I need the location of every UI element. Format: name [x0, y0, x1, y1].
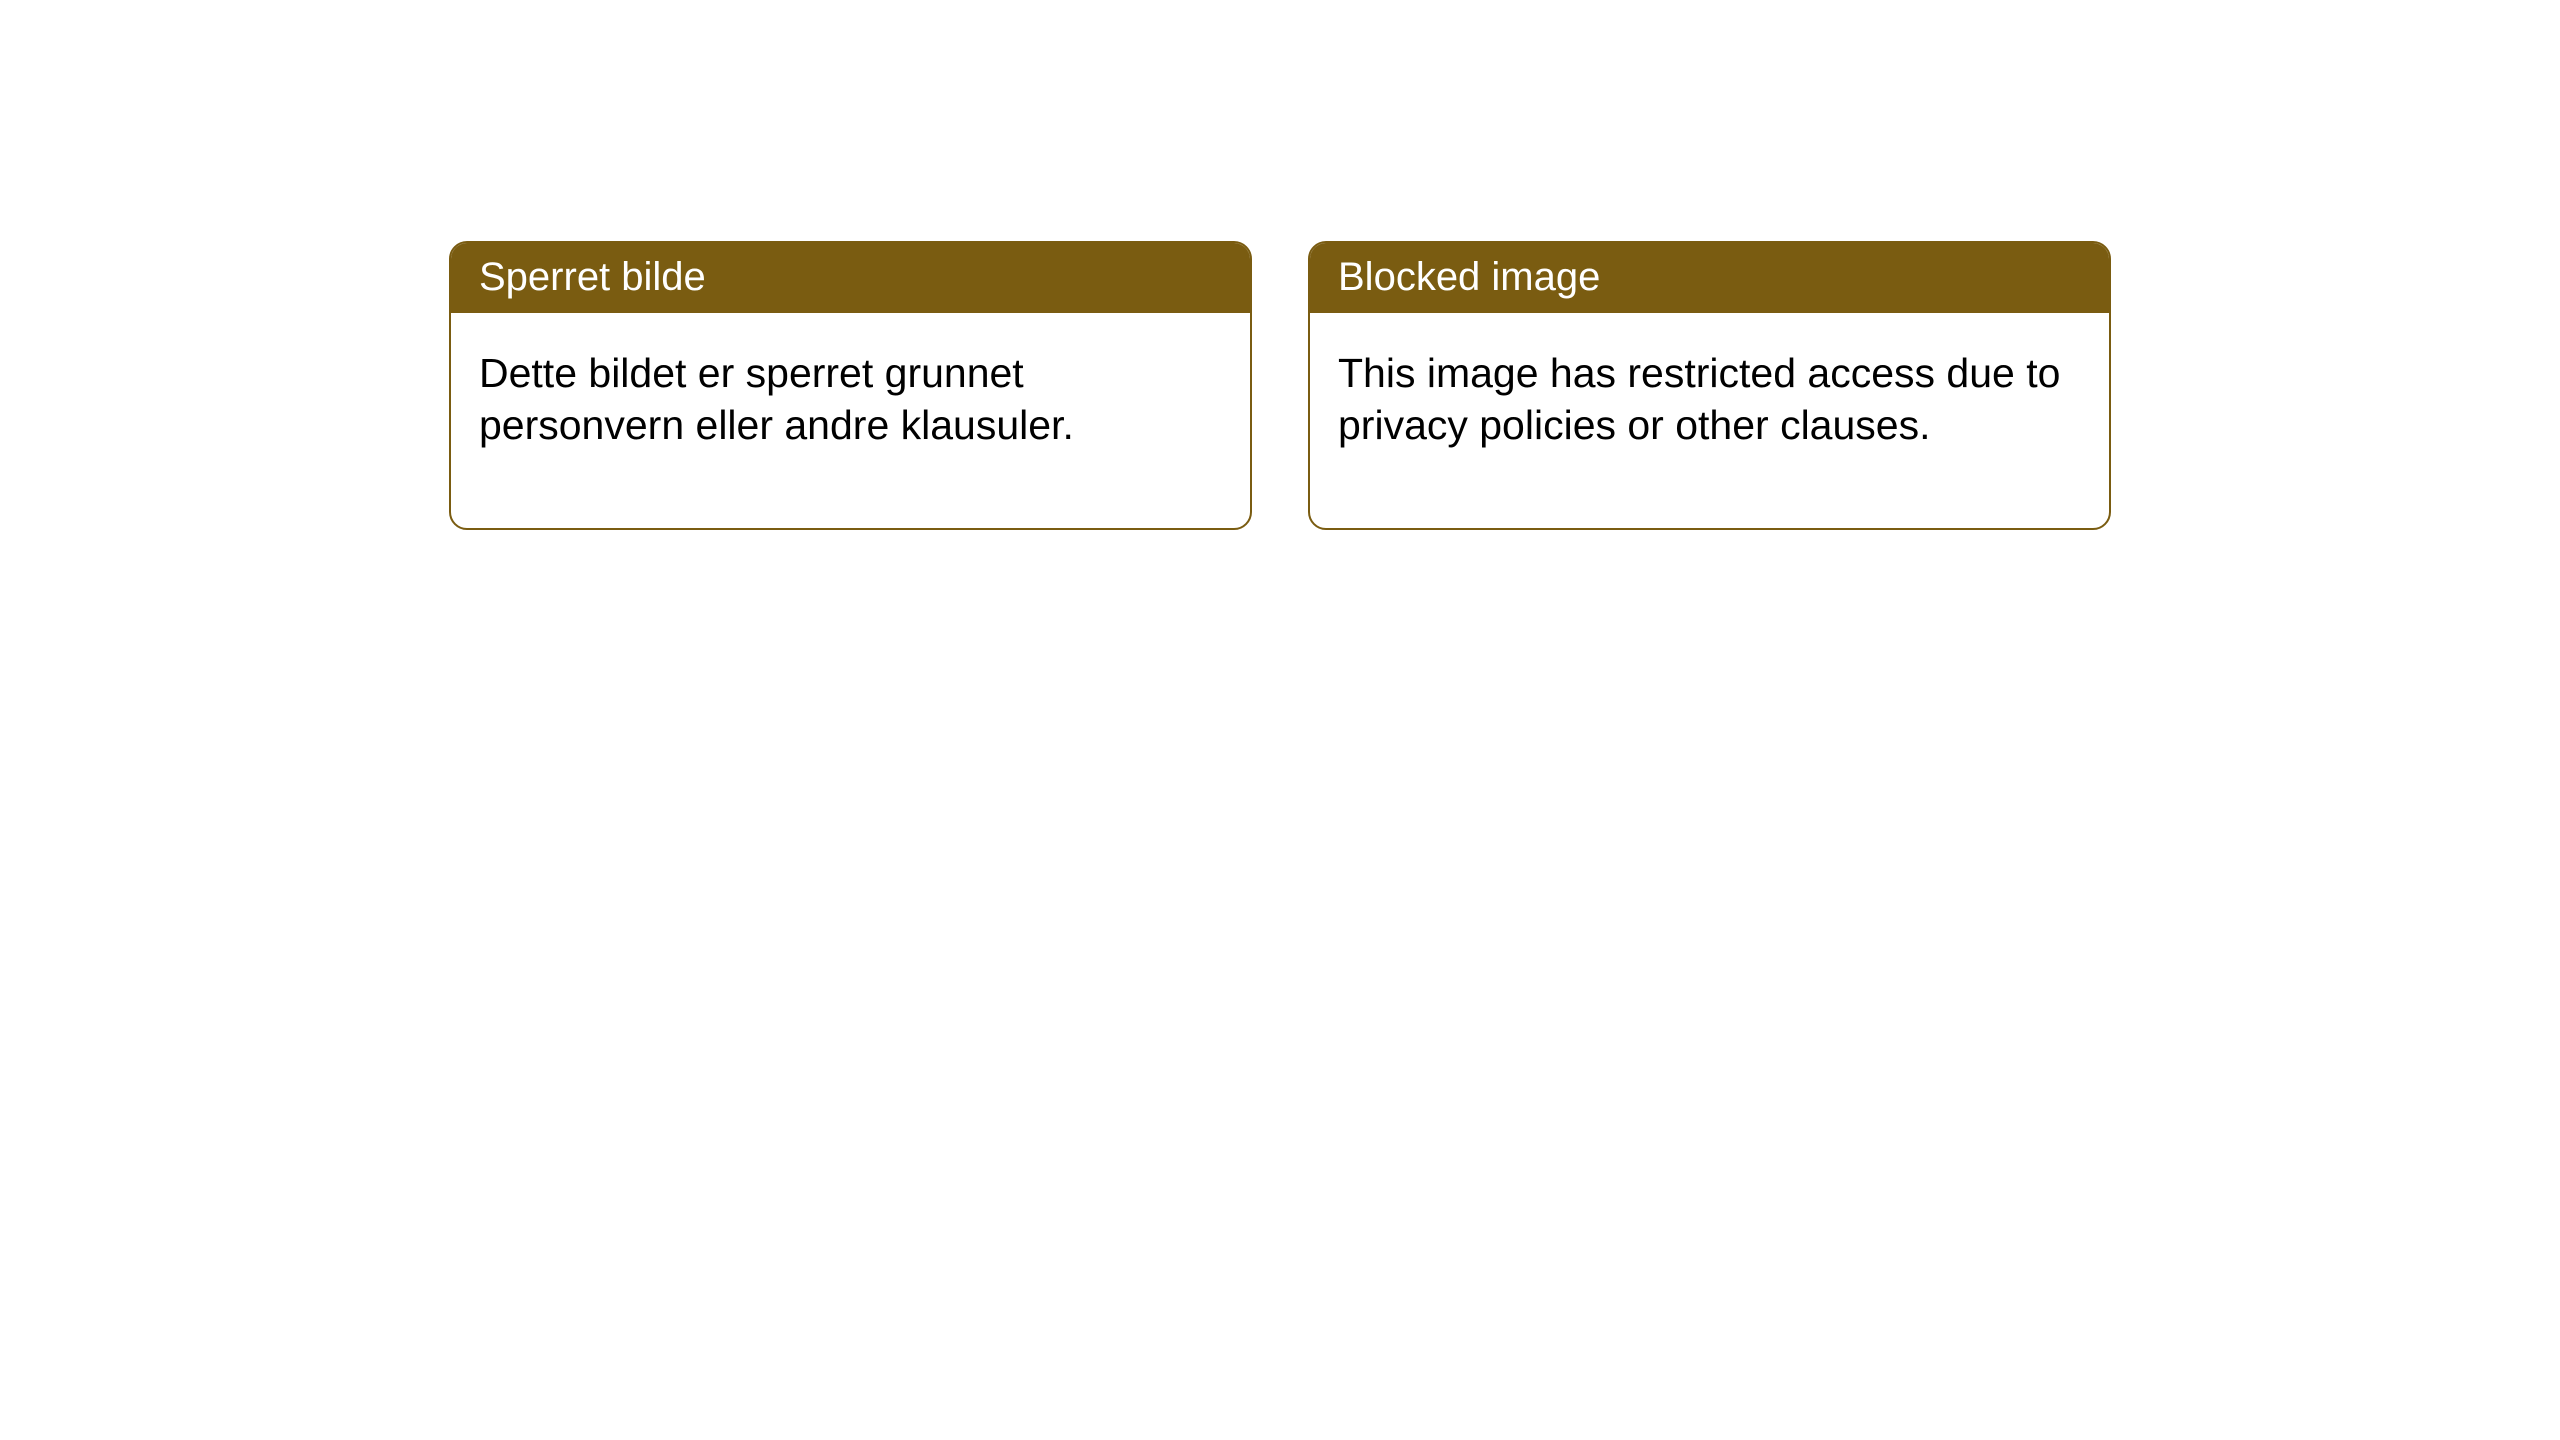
notice-card-title: Sperret bilde — [451, 243, 1250, 313]
notice-card-body: This image has restricted access due to … — [1310, 313, 2109, 528]
notice-card-title: Blocked image — [1310, 243, 2109, 313]
notice-card-english: Blocked image This image has restricted … — [1308, 241, 2111, 530]
notice-card-row: Sperret bilde Dette bildet er sperret gr… — [0, 0, 2560, 530]
notice-card-body: Dette bildet er sperret grunnet personve… — [451, 313, 1250, 528]
notice-card-norwegian: Sperret bilde Dette bildet er sperret gr… — [449, 241, 1252, 530]
